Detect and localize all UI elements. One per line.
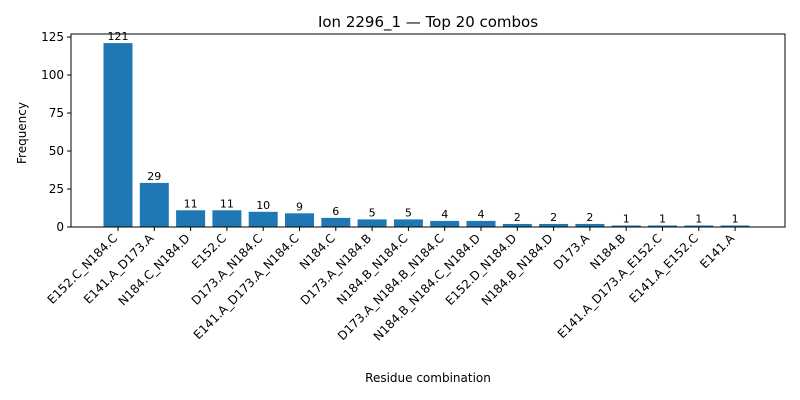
bar-value-label: 1 [659,212,666,225]
bar-value-label: 9 [296,200,303,213]
y-axis: 0 25 50 75 100 125 [41,30,71,234]
y-tick-label: 75 [49,106,64,120]
bar [648,225,677,227]
bar-value-label: 1 [695,212,702,225]
bar-value-label: 11 [220,197,234,210]
bar-value-label: 2 [550,211,557,224]
bar [611,225,641,227]
bar-value-label: 1 [732,212,739,225]
bar [684,225,714,227]
bar-value-label: 1 [623,212,630,225]
bar-value-label: 10 [256,199,270,212]
x-tick-label: E141.A [697,231,738,272]
bar [139,182,169,227]
bar-value-label: 4 [441,208,448,221]
bar [539,223,569,227]
bar [466,220,496,227]
bar-value-label: 5 [369,206,376,219]
bar-value-label: 6 [332,205,339,218]
bar [393,219,423,227]
y-tick-label: 50 [49,144,64,158]
plot-frame [70,33,786,228]
bar [357,219,387,227]
y-tick-label: 125 [41,30,64,44]
bar [321,217,351,227]
bar-value-label: 11 [184,197,198,210]
bar-value-label: 2 [514,211,521,224]
bar [430,220,460,227]
bar [176,210,206,227]
bar-value-label: 5 [405,206,412,219]
bar [212,210,242,227]
bar-value-label: 2 [586,211,593,224]
bar [502,223,532,227]
x-tick-label: E141.A_E152.C [627,231,701,305]
y-tick-label: 0 [56,220,64,234]
x-tick-label: D173.A [551,231,593,273]
bar-value-label: 4 [478,208,485,221]
y-axis-label: Frequency [15,102,29,164]
x-axis-label: Residue combination [365,371,491,385]
bar-value-label: 29 [147,170,161,183]
x-axis: E152.C_N184.CE141.A_D173.AN184.C_N184.DE… [45,227,738,344]
bar [248,211,278,227]
bar-value-label: 121 [108,30,129,43]
bar [720,225,750,227]
y-tick-label: 100 [41,68,64,82]
y-tick-label: 25 [49,182,64,196]
bar [103,43,133,228]
bar [575,223,605,227]
bar [285,213,314,227]
chart-title: Ion 2296_1 — Top 20 combos [318,13,538,32]
